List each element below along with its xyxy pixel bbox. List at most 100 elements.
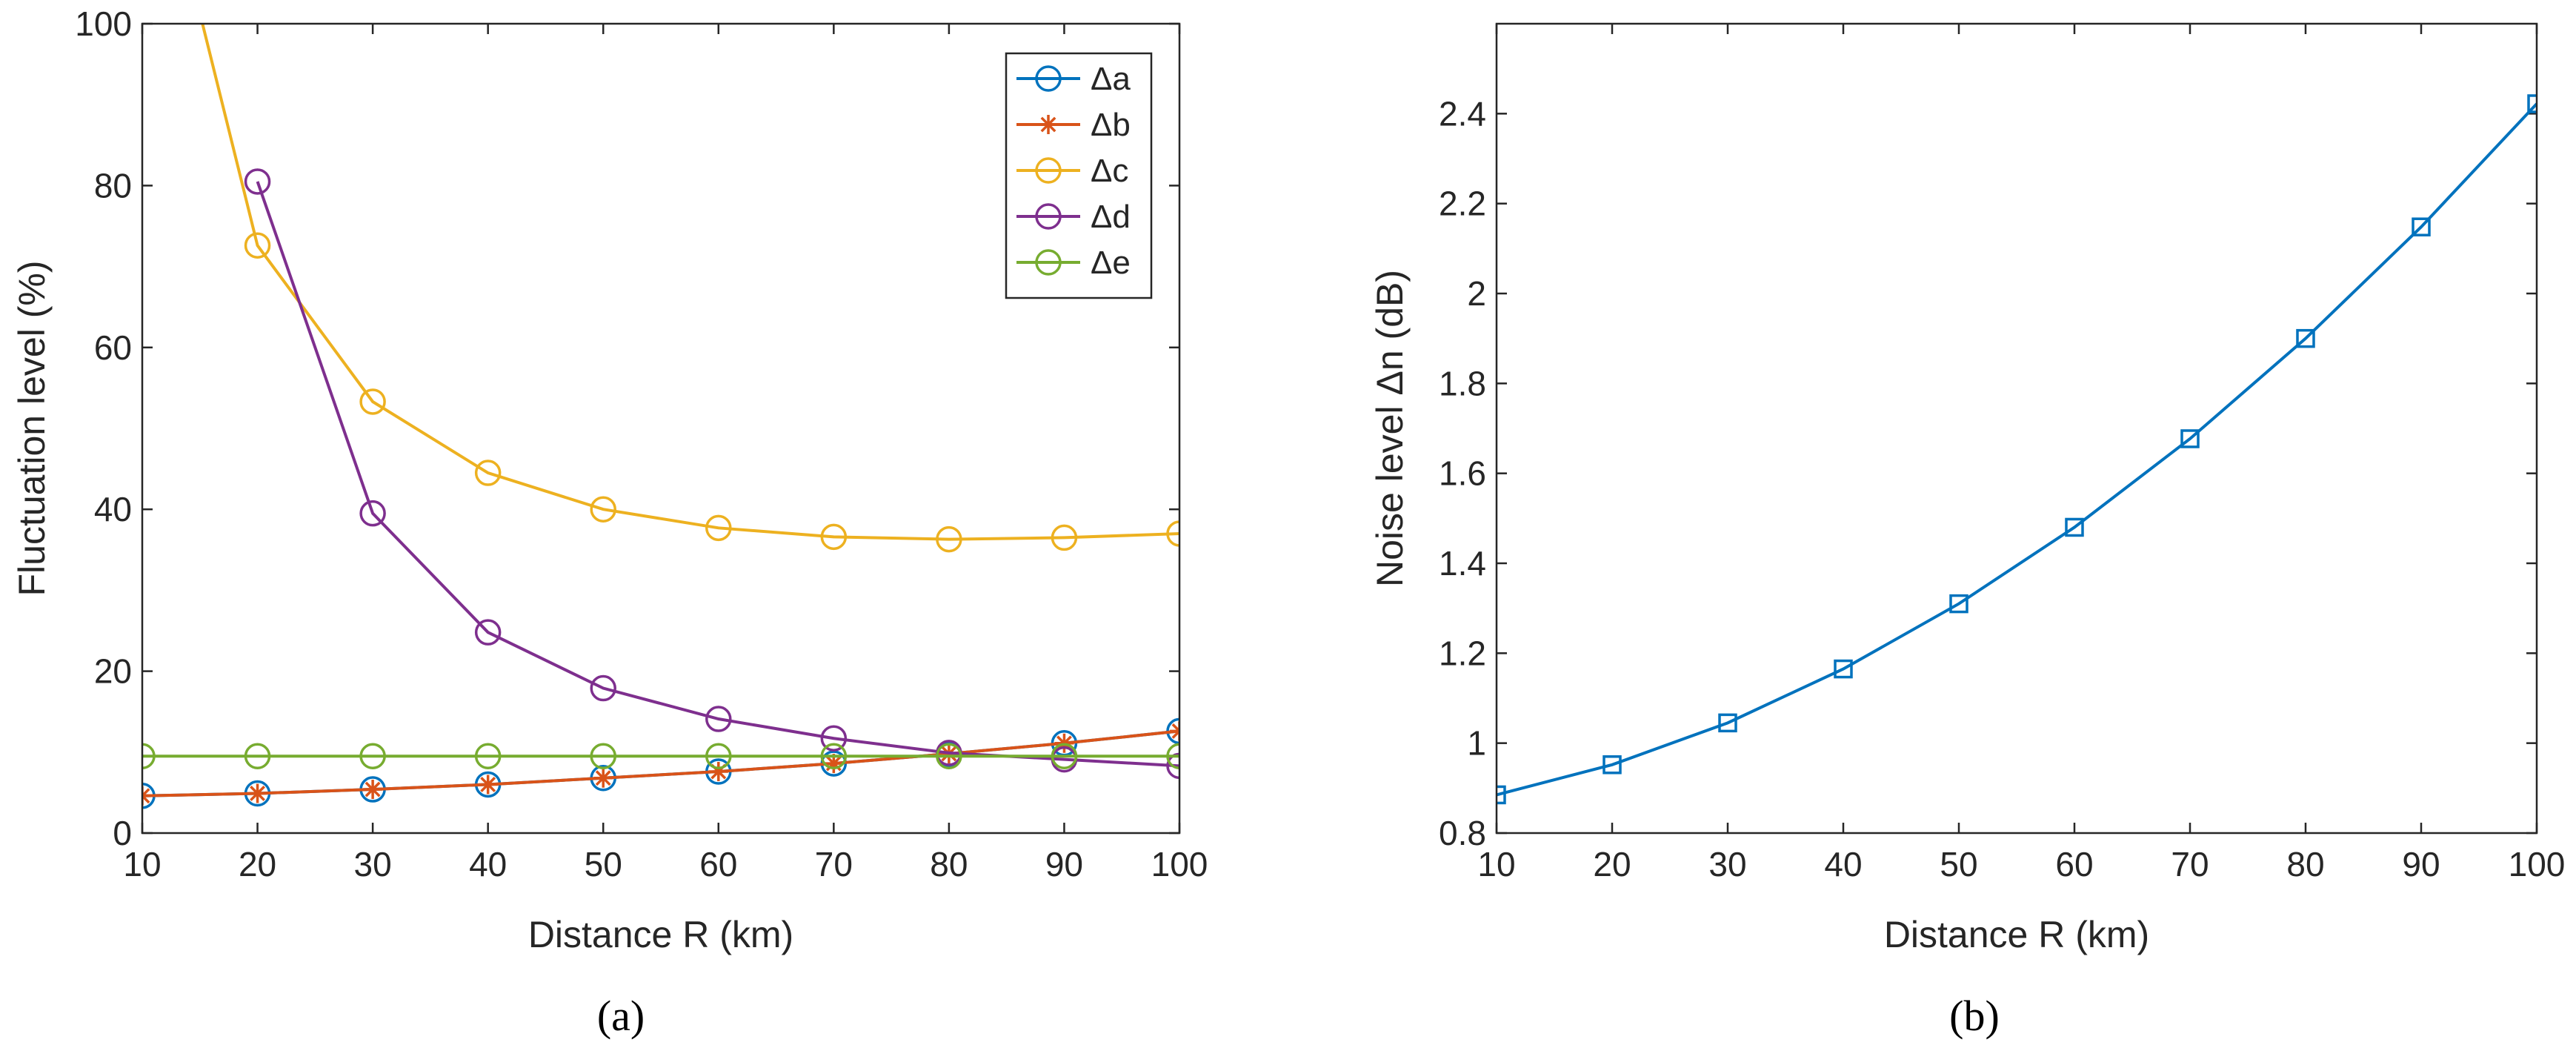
y-tick-label: 2.4 <box>1439 94 1486 133</box>
chart-a-xlabel: Distance R (km) <box>528 914 793 955</box>
x-tick-label: 70 <box>815 845 853 883</box>
legend-label: Δd <box>1091 199 1131 235</box>
x-tick-label: 40 <box>469 845 507 883</box>
marker-stroke <box>1171 729 1179 739</box>
data-point <box>247 783 267 803</box>
data-point <box>1170 721 1179 741</box>
chart-b-xlabel: Distance R (km) <box>1884 914 2149 955</box>
legend-marker <box>1039 115 1058 134</box>
data-point <box>590 674 616 702</box>
x-tick-label: 20 <box>239 845 276 883</box>
marker-stroke <box>365 781 381 797</box>
chart-b-axes-box <box>1495 22 2538 835</box>
data-point <box>2065 517 2084 537</box>
marker-stroke <box>1171 723 1179 733</box>
marker-stroke <box>595 770 611 786</box>
data-point <box>2180 429 2200 448</box>
marker-stroke <box>480 777 496 792</box>
chart-a: 10 20 30 40 50 60 70 80 90 100 0 20 40 60 80 100 Δa Δb Δc… <box>11 4 1208 1040</box>
data-point <box>1051 524 1078 551</box>
y-tick-label: 2 <box>1467 274 1486 313</box>
data-point <box>820 743 848 770</box>
series-Δn <box>1497 94 2537 805</box>
legend-marker <box>1035 249 1062 276</box>
data-point <box>820 725 848 752</box>
y-tick-label: 100 <box>75 4 132 43</box>
series-Δb <box>142 721 1179 806</box>
data-point <box>1949 594 1968 614</box>
y-tick-label: 60 <box>94 328 132 367</box>
marker-stroke <box>1040 116 1056 133</box>
data-point <box>1166 743 1179 770</box>
data-point <box>244 168 271 195</box>
x-tick-label: 40 <box>1824 845 1862 883</box>
data-point <box>474 619 502 646</box>
data-point <box>936 743 962 770</box>
x-tick-label: 60 <box>2055 845 2093 883</box>
y-tick-label: 1.4 <box>1439 544 1486 583</box>
x-tick-label: 90 <box>2402 845 2440 883</box>
series-Δe <box>142 743 1179 770</box>
chart-a-axes-box <box>141 22 1181 835</box>
x-tick-label: 60 <box>699 845 737 883</box>
data-point <box>2412 217 2431 236</box>
x-tick-label: 30 <box>354 845 392 883</box>
data-point <box>936 525 962 553</box>
series-line <box>142 729 1179 797</box>
data-point <box>359 743 386 770</box>
chart-b: 10 20 30 40 50 60 70 80 90 100 0.8 1 1.2 1.4 1.6 1.8 2 2.… <box>1369 22 2565 1040</box>
legend-marker <box>1035 203 1062 230</box>
legend-box <box>1005 52 1153 299</box>
y-tick-label: 2.2 <box>1439 185 1486 223</box>
data-point <box>244 743 271 770</box>
marker-stroke <box>142 788 150 798</box>
legend-label: Δa <box>1091 61 1131 97</box>
data-point <box>1602 755 1622 775</box>
x-tick-label: 10 <box>1477 845 1515 883</box>
series-line <box>1497 102 2537 797</box>
chart-a-caption: (a) <box>597 992 645 1040</box>
data-point <box>478 775 498 795</box>
series-Δa <box>142 717 1179 809</box>
y-tick-label: 0.8 <box>1439 814 1486 852</box>
data-point <box>142 743 156 770</box>
data-point <box>1166 752 1179 780</box>
chart-a-ylabel: Fluctuation level (%) <box>11 261 53 597</box>
data-point <box>1718 713 1737 733</box>
y-tick-label: 1 <box>1467 724 1486 763</box>
data-point <box>142 786 152 806</box>
x-tick-label: 50 <box>1940 845 1977 883</box>
data-point <box>590 743 616 770</box>
x-tick-label: 70 <box>2171 845 2209 883</box>
legend-label: Δc <box>1091 153 1128 189</box>
data-point <box>1051 743 1078 770</box>
data-point <box>1497 785 1506 805</box>
data-point <box>705 514 732 542</box>
data-point <box>359 388 386 415</box>
x-tick-label: 100 <box>2509 845 2566 883</box>
x-tick-label: 30 <box>1708 845 1746 883</box>
data-point <box>363 780 383 800</box>
series-line <box>201 24 1179 541</box>
x-tick-label: 90 <box>1045 845 1083 883</box>
x-tick-label: 80 <box>2286 845 2324 883</box>
y-tick-label: 0 <box>113 814 132 852</box>
y-tick-label: 40 <box>94 490 132 528</box>
y-tick-label: 80 <box>94 166 132 205</box>
marker-stroke <box>142 794 150 804</box>
chart-a-ticks: 10 20 30 40 50 60 70 80 90 100 0 20 40 60 80 100 <box>75 4 1208 883</box>
data-point <box>593 768 613 788</box>
x-tick-label: 80 <box>930 845 968 883</box>
y-tick-label: 1.8 <box>1439 364 1486 402</box>
y-tick-label: 1.2 <box>1439 634 1486 672</box>
chart-b-ticks: 10 20 30 40 50 60 70 80 90 100 0.8 1 1.2 1.4 1.6 1.8 2 2.… <box>1439 24 2565 883</box>
data-point <box>474 460 502 486</box>
legend-marker <box>1035 65 1062 92</box>
x-tick-label: 100 <box>1151 845 1208 883</box>
data-point <box>474 743 502 770</box>
data-point <box>705 743 732 770</box>
data-point <box>359 500 386 527</box>
x-tick-label: 20 <box>1593 845 1631 883</box>
data-point <box>1166 520 1179 547</box>
